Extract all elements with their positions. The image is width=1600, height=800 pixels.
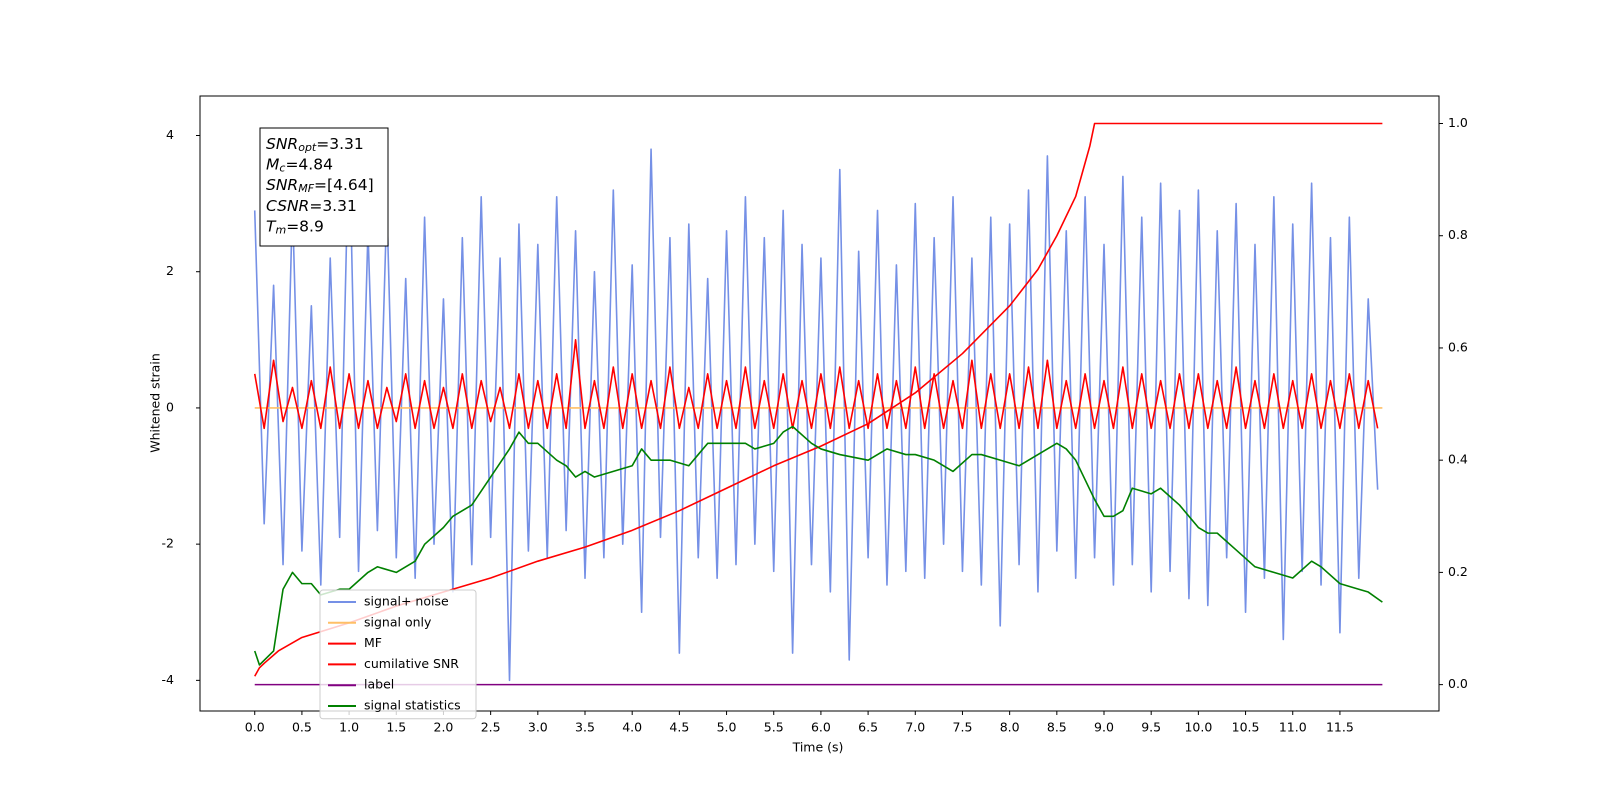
x-tick-label: 3.0 — [528, 720, 548, 735]
stats-subscript: c — [279, 162, 285, 175]
series-line — [253, 339, 1379, 430]
x-tick-label: 1.5 — [386, 720, 406, 735]
x-tick-label: 6.0 — [811, 720, 831, 735]
series-line — [253, 425, 1383, 666]
legend-label: MF — [364, 635, 382, 650]
y-tick-label: 0 — [166, 399, 174, 414]
legend-label: cumilative SNR — [364, 656, 459, 671]
x-tick-label: 4.5 — [669, 720, 689, 735]
axes-frame — [199, 95, 1440, 712]
y2-tick-label: 1.0 — [1448, 115, 1468, 130]
stats-line: SNRMF=[4.64] — [266, 176, 374, 196]
stats-symbol: M — [266, 155, 279, 173]
x-tick-label: 10.0 — [1184, 720, 1212, 735]
x-tick-label: 5.5 — [764, 720, 784, 735]
legend-box — [319, 589, 477, 720]
legend-label: signal statistics — [364, 698, 461, 713]
x-tick-label: 9.5 — [1141, 720, 1161, 735]
stats-box — [259, 127, 389, 247]
y-tick-label: 2 — [166, 263, 174, 278]
x-tick-label: 8.5 — [1047, 720, 1067, 735]
stats-text: =3.31 — [316, 135, 364, 153]
y-tick-label: -4 — [162, 672, 175, 687]
legend-label: signal only — [364, 614, 432, 629]
stats-line: SNRopt=3.31 — [266, 135, 364, 155]
x-tick-label: 4.0 — [622, 720, 642, 735]
x-tick-label: 11.5 — [1326, 720, 1354, 735]
x-tick-label: 2.5 — [481, 720, 501, 735]
legend-label: signal+ noise — [364, 594, 449, 609]
series-line — [253, 127, 1379, 682]
y-axis-label: Whitened strain — [148, 353, 163, 452]
x-tick-label: 5.0 — [717, 720, 737, 735]
y-tick-label: 4 — [166, 127, 174, 142]
x-tick-label: 10.5 — [1232, 720, 1260, 735]
stats-subscript: opt — [298, 141, 317, 154]
x-tick-label: 7.0 — [905, 720, 925, 735]
series-line — [254, 122, 1383, 677]
stats-text: =3.31 — [309, 196, 357, 214]
y2-tick-label: 0.6 — [1448, 339, 1468, 354]
x-tick-label: 11.0 — [1279, 720, 1307, 735]
stats-subscript: MF — [298, 182, 314, 195]
legend-label: label — [364, 677, 394, 692]
x-axis-label: Time (s) — [792, 740, 844, 755]
stats-text: =4.84 — [285, 155, 333, 173]
stats-text: =8.9 — [286, 217, 324, 235]
stats-symbol: CSNR — [266, 196, 309, 214]
x-tick-label: 6.5 — [858, 720, 878, 735]
x-tick-label: 2.0 — [434, 720, 454, 735]
stats-text: =[4.64] — [314, 176, 374, 194]
stats-subscript: m — [275, 223, 286, 236]
x-tick-label: 0.5 — [292, 720, 312, 735]
x-tick-label: 0.0 — [245, 720, 265, 735]
y2-tick-label: 0.8 — [1448, 227, 1468, 242]
x-tick-label: 9.0 — [1094, 720, 1114, 735]
stats-symbol: SNR — [266, 135, 298, 153]
y2-tick-label: 0.0 — [1448, 676, 1468, 691]
stats-symbol: SNR — [266, 176, 298, 194]
stats-line: Mc=4.84 — [266, 155, 333, 175]
stats-symbol: T — [266, 217, 277, 235]
y2-tick-label: 0.2 — [1448, 564, 1468, 579]
y-tick-label: -2 — [162, 536, 174, 551]
x-tick-label: 1.0 — [339, 720, 359, 735]
x-tick-label: 7.5 — [953, 720, 973, 735]
stats-line: Tm=8.9 — [266, 217, 324, 237]
y2-tick-label: 0.4 — [1448, 452, 1468, 467]
stats-line: CSNR=3.31 — [266, 196, 357, 214]
x-tick-label: 3.5 — [575, 720, 595, 735]
x-tick-label: 8.0 — [1000, 720, 1020, 735]
